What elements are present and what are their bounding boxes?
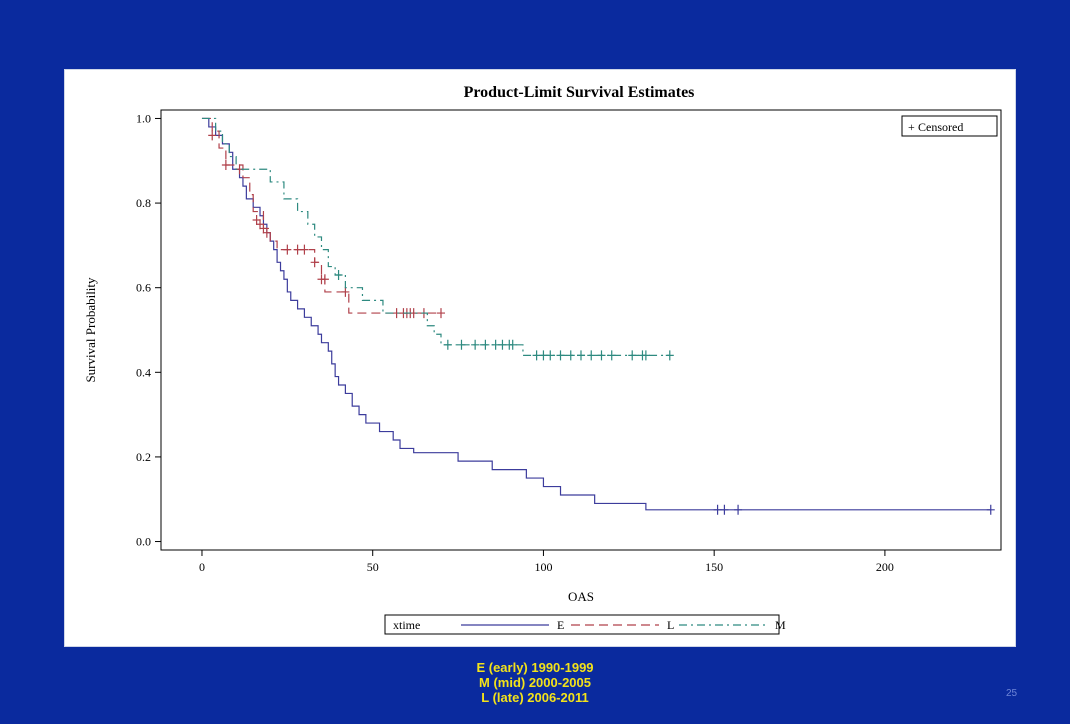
chart-title: Product-Limit Survival Estimates <box>464 84 695 101</box>
censored-mark-E <box>986 504 995 515</box>
censored-mark-M <box>587 350 596 361</box>
censored-legend-marker: + <box>908 120 915 134</box>
legend-label-E: E <box>557 618 564 632</box>
censored-legend-label: Censored <box>918 120 963 134</box>
footer-line-late: L (late) 2006-2011 <box>481 690 589 705</box>
censored-mark-M <box>443 339 452 350</box>
censored-mark-L <box>256 219 265 230</box>
y-tick-label: 0.0 <box>136 535 151 549</box>
legend-label-L: L <box>667 618 674 632</box>
plot-frame <box>160 109 1002 551</box>
censored-mark-L <box>262 227 271 238</box>
censored-mark-M <box>539 350 548 361</box>
censored-mark-L <box>259 223 268 234</box>
footer-notes: E (early) 1990-1999 M (mid) 2000-2005 L … <box>0 660 1070 705</box>
censored-mark-E <box>734 504 743 515</box>
y-axis-label: Survival Probability <box>83 277 98 383</box>
censored-mark-M <box>641 350 650 361</box>
y-tick-label: 0.2 <box>136 450 151 464</box>
series-line-L <box>201 117 441 314</box>
censored-mark-L <box>310 257 319 268</box>
y-tick-label: 1.0 <box>136 111 151 125</box>
censored-mark-M <box>498 339 507 350</box>
censored-mark-M <box>471 339 480 350</box>
x-tick-label: 100 <box>534 560 552 574</box>
footer-line-early: E (early) 1990-1999 <box>476 660 594 675</box>
chart-panel: Product-Limit Survival Estimates 0.0 0.2 0… <box>64 69 1016 647</box>
censored-mark-M <box>628 350 637 361</box>
x-tick-label: 150 <box>705 560 723 574</box>
x-tick-label: 50 <box>367 560 379 574</box>
censored-mark-M <box>577 350 585 361</box>
censored-mark-L <box>300 244 309 255</box>
x-axis: 0 50 100 150 200 <box>199 550 894 574</box>
legend-title: xtime <box>393 618 420 632</box>
censored-mark-L <box>252 215 261 225</box>
censored-mark-L <box>293 244 302 255</box>
series-line-E <box>201 117 991 511</box>
censored-mark-E <box>720 504 729 515</box>
legend-label-M: M <box>775 618 786 632</box>
censored-mark-M <box>334 270 343 280</box>
censored-mark-L <box>320 274 329 285</box>
censored-mark-M <box>481 339 490 350</box>
y-tick-label: 0.8 <box>136 196 151 210</box>
censored-legend: + Censored <box>901 115 998 137</box>
series-layer <box>201 117 995 515</box>
series-legend: xtime E L M <box>384 614 786 635</box>
censored-mark-L <box>392 308 401 319</box>
censored-mark-M <box>532 350 541 361</box>
x-tick-label: 0 <box>199 560 205 574</box>
censored-mark-L <box>341 286 350 297</box>
slide-number: 25 <box>1006 688 1018 699</box>
censored-mark-L <box>437 308 445 319</box>
censored-mark-M <box>665 350 674 361</box>
censored-mark-M <box>566 350 575 361</box>
censored-mark-M <box>546 350 555 361</box>
censored-mark-M <box>457 339 466 350</box>
x-axis-label: OAS <box>568 589 594 604</box>
censored-mark-M <box>556 350 565 361</box>
y-axis: 0.0 0.2 0.4 0.6 0.8 1.0 <box>136 111 161 549</box>
y-tick-label: 0.4 <box>136 365 151 379</box>
censored-mark-L <box>208 130 217 141</box>
censored-mark-E <box>713 504 722 515</box>
x-tick-label: 200 <box>876 560 894 574</box>
censored-mark-L <box>221 160 230 170</box>
series-line-M <box>201 117 670 356</box>
survival-chart: Product-Limit Survival Estimates 0.00.20… <box>83 84 1002 635</box>
censored-mark-M <box>508 339 517 350</box>
censored-mark-L <box>283 244 292 255</box>
y-tick-label: 0.6 <box>136 281 151 295</box>
censored-mark-M <box>607 350 616 361</box>
censored-mark-M <box>491 339 500 350</box>
footer-line-mid: M (mid) 2000-2005 <box>479 675 591 690</box>
censored-mark-M <box>597 350 606 361</box>
